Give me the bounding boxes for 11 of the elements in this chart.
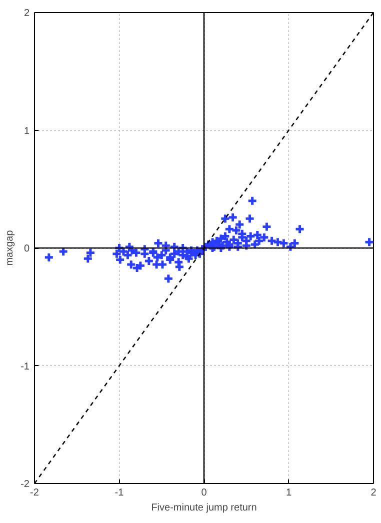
x-tick-label: 0 — [201, 488, 208, 498]
y-tick-label: 2 — [24, 8, 30, 19]
x-axis-title: Five-minute jump return — [151, 502, 257, 514]
y-tick-label: -1 — [20, 361, 30, 372]
x-tick-label: 2 — [370, 488, 377, 498]
x-tick-label: 1 — [286, 488, 292, 498]
y-tick-label: -2 — [20, 479, 30, 490]
y-axis-title: maxgap — [4, 230, 16, 266]
y-tick-label: 1 — [24, 126, 30, 137]
x-tick-label: -1 — [114, 488, 124, 498]
y-tick-label: 0 — [24, 244, 30, 254]
